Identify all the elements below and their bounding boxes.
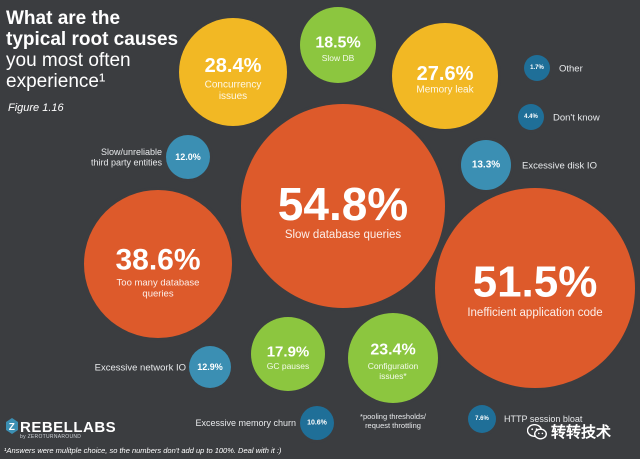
bubble-don-t-know: 4.4% Don't know [515,101,600,133]
rebellabs-logo: Z REBELLABS by ZEROTURNAROUND [6,418,116,440]
category-label-slow-unreliable-third-party-entities: Slow/unreliable third party entities [91,147,163,167]
value-label-memory-leak: 27.6% [417,63,474,85]
logo-text: REBELLABS [20,419,117,436]
category-label-inefficient-application-code: Inefficient application code [467,307,602,319]
value-label-slow-db: 18.5% [315,35,360,52]
bubble-configuration-issues: 23.4% Configuration issues* *pooling thresh… [345,310,441,430]
bubble-mark-excessive-memory-churn [300,406,334,440]
bubble-mark-concurrency-issues [179,18,287,126]
value-label-don-t-know: 4.4% [524,114,538,120]
value-label-excessive-memory-churn: 10.6% [307,420,328,427]
bubble-excessive-disk-io: 13.3% Excessive disk IO [458,137,597,193]
bubble-mark-don-t-know [518,104,544,130]
value-label-slow-database-queries: 54.8% [278,178,408,230]
bubble-gc-pauses: 17.9%GC pauses [248,314,328,394]
value-label-slow-unreliable-third-party-entities: 12.0% [175,152,201,162]
footnote: ¹Answers were mulitple choice, so the nu… [4,446,282,455]
category-label-excessive-network-io: Excessive network IO [95,362,186,373]
bubble-excessive-memory-churn: 10.6% Excessive memory churn [195,403,337,443]
bubble-mark-other [524,55,550,81]
wechat-watermark: 转转技术 [527,421,611,442]
value-label-concurrency-issues: 28.4% [205,55,262,77]
wechat-icon [527,424,547,440]
bubble-mark-memory-leak [392,23,498,129]
title-line-1: What are the [6,8,121,29]
value-label-http-session-bloat: 7.6% [475,416,489,422]
bubble-slow-db: 18.5%Slow DB [297,4,379,86]
category-label-excessive-memory-churn: Excessive memory churn [195,418,296,428]
figure-label: Figure 1.16 [8,102,64,114]
svg-text:Z: Z [9,422,16,433]
bubble-inefficient-application-code: 51.5%Inefficient application code [432,185,638,391]
category-label-excessive-disk-io: Excessive disk IO [522,160,597,171]
bubble-mark-excessive-network-io [189,346,231,388]
category-note-configuration-issues: *pooling thresholds/request throttling [360,412,427,430]
bubble-mark-http-session-bloat [468,405,496,433]
category-label-slow-database-queries: Slow database queries [285,229,402,241]
bubble-concurrency-issues: 28.4% Concurrency issues [176,15,290,129]
bubble-other: 1.7% Other [521,52,583,84]
category-label-concurrency-issues: Concurrency issues [205,80,262,103]
rebellabs-logo-icon: Z [6,418,18,434]
title-line-2: typical root causes [6,29,179,50]
value-label-configuration-issues: 23.4% [370,342,415,359]
bubble-mark-configuration-issues [348,313,438,403]
title-line-4: experience¹ [6,71,106,92]
value-label-inefficient-application-code: 51.5% [473,258,598,307]
category-label-memory-leak: Memory leak [416,85,474,96]
category-label-gc-pauses: GC pauses [267,361,310,371]
bubble-mark-excessive-disk-io [461,140,511,190]
chart-title: What are the typical root causes you mos… [6,8,186,92]
category-label-don-t-know: Don't know [553,112,600,123]
category-label-configuration-issues: Configuration issues* [368,361,419,381]
bubble-slow-database-queries: 54.8%Slow database queries [238,101,448,311]
value-label-excessive-network-io: 12.9% [197,362,223,372]
category-label-too-many-database-queries: Too many database queries [117,277,200,299]
bubble-mark-inefficient-application-code [435,188,635,388]
value-label-gc-pauses: 17.9% [267,344,310,361]
title-line-3: you most often [6,50,131,71]
bubble-mark-gc-pauses [251,317,325,391]
bubble-mark-slow-database-queries [241,104,445,308]
watermark-text: 转转技术 [551,424,612,441]
category-label-http-session-bloat: HTTP session bloat [504,414,583,424]
bubble-http-session-bloat: 7.6% HTTP session bloat [465,402,583,436]
category-label-other: Other [559,63,583,74]
bubble-memory-leak: 27.6%Memory leak [389,20,501,132]
value-label-other: 1.7% [530,65,544,71]
bubble-mark-slow-db [300,7,376,83]
category-label-slow-db: Slow DB [322,53,355,63]
bubble-excessive-network-io: 12.9% Excessive network IO [95,343,234,391]
bubble-mark-slow-unreliable-third-party-entities [166,135,210,179]
bubble-mark-too-many-database-queries [84,190,232,338]
value-label-too-many-database-queries: 38.6% [115,244,200,277]
bubble-slow-unreliable-third-party-entities: 12.0% Slow/unreliable third party entities [91,132,213,182]
logo-tagline: by ZEROTURNAROUND [20,434,82,440]
value-label-excessive-disk-io: 13.3% [472,160,500,171]
bubble-too-many-database-queries: 38.6%Too many database queries [81,187,235,341]
